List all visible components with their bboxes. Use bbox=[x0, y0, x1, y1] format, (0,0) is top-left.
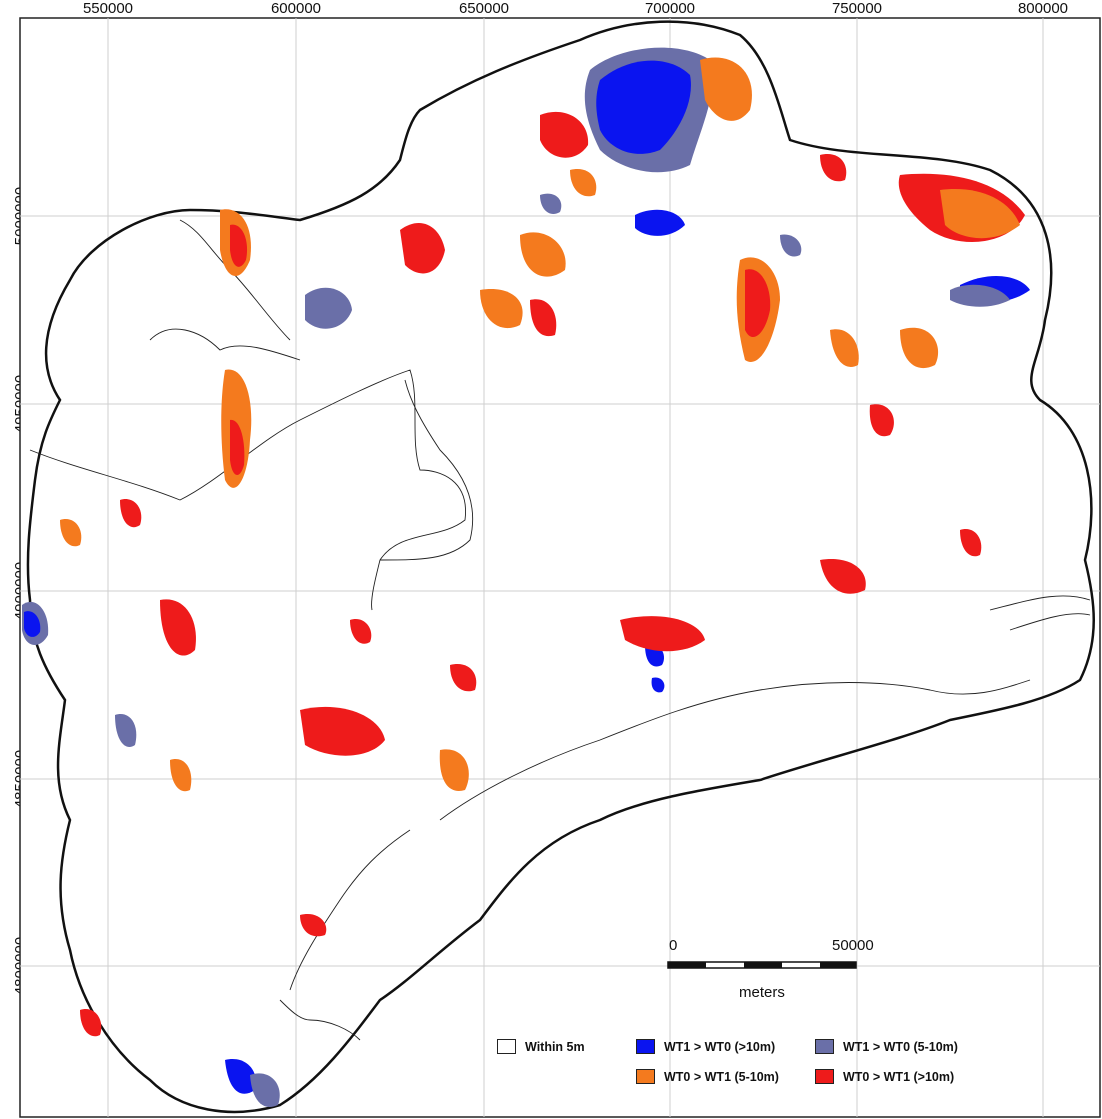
legend-item-wt0-gt-wt1-5-10m: WT0 > WT1 (5-10m) bbox=[636, 1069, 779, 1084]
scale-end-label: 50000 bbox=[832, 937, 874, 954]
coastline bbox=[29, 219, 1091, 1041]
graticule bbox=[20, 18, 1100, 1117]
legend-label-wt1-gt-wt0-5-10m: WT1 > WT0 (5-10m) bbox=[843, 1039, 958, 1054]
legend-item-wt0-gt-wt1-10m: WT0 > WT1 (>10m) bbox=[815, 1069, 954, 1084]
legend-swatch-wt0-gt-wt1-10m bbox=[815, 1069, 834, 1084]
scale-bar bbox=[667, 961, 857, 969]
legend-label-wt0-gt-wt1-5-10m: WT0 > WT1 (5-10m) bbox=[664, 1069, 779, 1084]
x-tick-800000: 800000 bbox=[1017, 0, 1069, 17]
legend-swatch-wt0-gt-wt1-5-10m bbox=[636, 1069, 655, 1084]
change-areas bbox=[22, 47, 1030, 1107]
legend-swatch-within-5m bbox=[497, 1039, 516, 1054]
legend-item-within-5m: Within 5m bbox=[497, 1039, 585, 1054]
x-tick-550000: 550000 bbox=[82, 0, 134, 17]
x-tick-650000: 650000 bbox=[458, 0, 510, 17]
legend-item-wt1-gt-wt0-10m: WT1 > WT0 (>10m) bbox=[636, 1039, 775, 1054]
legend-label-within-5m: Within 5m bbox=[525, 1039, 585, 1054]
scale-start-label: 0 bbox=[669, 937, 678, 954]
legend-label-wt0-gt-wt1-10m: WT0 > WT1 (>10m) bbox=[843, 1069, 955, 1084]
legend-swatch-wt1-gt-wt0-5-10m bbox=[815, 1039, 834, 1054]
x-tick-600000: 600000 bbox=[270, 0, 322, 17]
x-tick-700000: 700000 bbox=[644, 0, 696, 17]
study-area-boundary bbox=[26, 20, 1095, 1114]
legend-swatch-wt1-gt-wt0-10m bbox=[636, 1039, 655, 1054]
x-tick-750000: 750000 bbox=[831, 0, 883, 17]
scale-unit-label: meters bbox=[739, 984, 785, 1001]
legend-item-wt1-gt-wt0-5-10m: WT1 > WT0 (5-10m) bbox=[815, 1039, 958, 1054]
legend-label-wt1-gt-wt0-10m: WT1 > WT0 (>10m) bbox=[664, 1039, 776, 1054]
